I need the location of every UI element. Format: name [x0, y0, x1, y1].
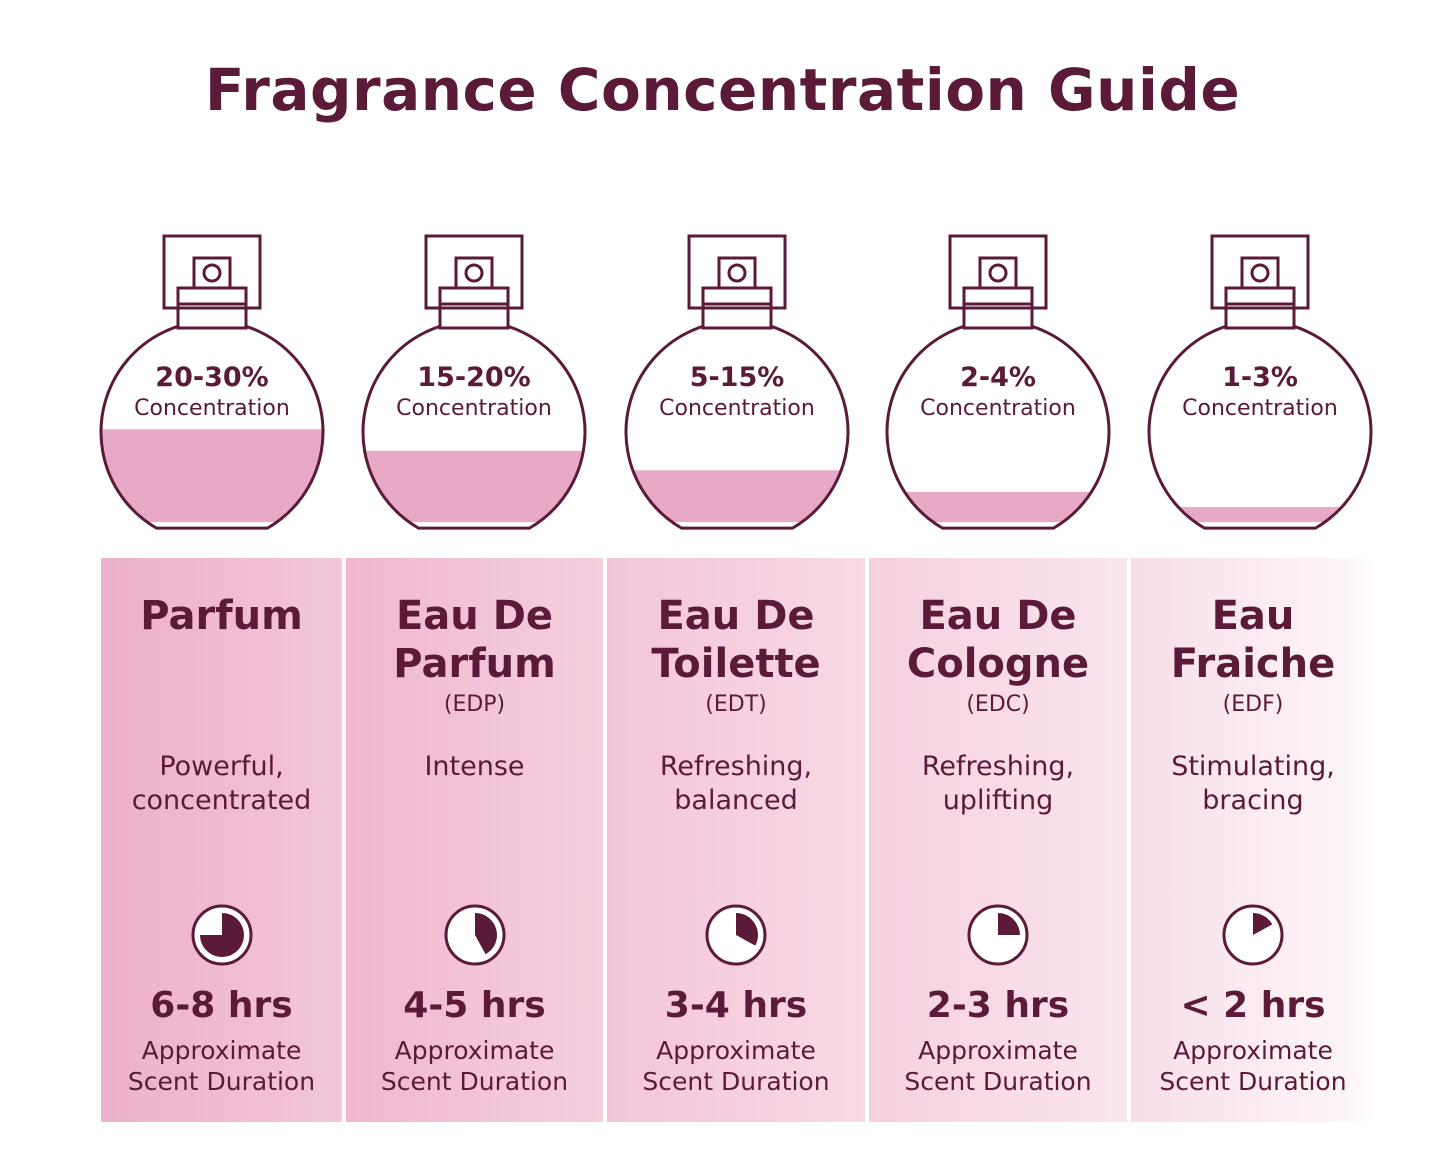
fragrance-name: Eau De Cologne: [906, 593, 1090, 687]
liquid-fill: [101, 429, 324, 523]
fragrance-description: Refreshing, balanced: [659, 751, 813, 816]
perfume-bottle-icon: [361, 234, 587, 530]
liquid-fill: [363, 450, 586, 523]
concentration-label: Concentration: [659, 396, 815, 421]
duration-wedge: [736, 913, 758, 946]
column-eau-de-cologne: Eau De Cologne (EDC) Refreshing, uplifti…: [869, 558, 1127, 1122]
scent-duration-label: Approximate Scent Duration: [380, 1036, 569, 1096]
fragrance-name: Eau De Toilette: [651, 593, 821, 687]
concentration-percent: 1-3%: [1222, 362, 1298, 393]
fragrance-name: Parfum: [140, 593, 303, 639]
fragrance-name: Eau De Parfum: [393, 593, 556, 687]
bottle-cap: [1210, 234, 1310, 310]
bottle-cap: [687, 234, 787, 310]
bottle-body: [1147, 319, 1373, 530]
bottle-eau-de-cologne: 2-4% Concentration: [878, 232, 1118, 530]
bottle-eau-de-parfum: 15-20% Concentration: [354, 232, 594, 530]
concentration-percent: 20-30%: [155, 362, 269, 393]
column-eau-de-parfum: Eau De Parfum (EDP) Intense 4-5 hrs Appr…: [346, 558, 603, 1122]
clock-three-quarters-icon: [191, 904, 252, 966]
perfume-bottle-icon: [1147, 234, 1373, 530]
concentration-label: Concentration: [920, 396, 1076, 421]
liquid-fill: [626, 470, 849, 523]
scent-duration-label: Approximate Scent Duration: [127, 1036, 316, 1096]
liquid-fill: [887, 491, 1110, 523]
concentration-percent: 15-20%: [417, 362, 531, 393]
duration-wedge: [1253, 913, 1273, 935]
page-title: Fragrance Concentration Guide: [204, 56, 1241, 124]
fragrance-description: Refreshing, uplifting: [921, 751, 1075, 816]
scent-duration-label: Approximate Scent Duration: [1159, 1036, 1347, 1096]
bottle-eau-fraiche: 1-3% Concentration: [1140, 232, 1380, 530]
concentration-label: Concentration: [134, 396, 290, 421]
concentration-label: Concentration: [396, 396, 552, 421]
fragrance-name: Eau Fraiche: [1170, 593, 1336, 687]
clock-quarter-icon: [967, 904, 1029, 966]
duration-wedge: [199, 913, 244, 957]
column-eau-fraiche: Eau Fraiche (EDF) Stimulating, bracing <…: [1131, 558, 1375, 1122]
concentration-label: Concentration: [1182, 396, 1338, 421]
scent-duration: 2-3 hrs: [926, 985, 1070, 1026]
column-eau-de-toilette: Eau De Toilette (EDT) Refreshing, balanc…: [607, 558, 865, 1122]
scent-duration-label: Approximate Scent Duration: [904, 1036, 1092, 1096]
column-parfum: Parfum Powerful, concentrated 6-8 hrs Ap…: [101, 558, 342, 1122]
fragrance-description: Powerful, concentrated: [131, 751, 312, 816]
duration-wedge: [998, 913, 1020, 935]
clock-third-icon: [705, 904, 767, 966]
fragrance-abbreviation: (EDP): [443, 692, 506, 717]
fragrance-description: Stimulating, bracing: [1171, 751, 1335, 816]
clock-sixth-icon: [1222, 904, 1284, 966]
scent-duration-label: Approximate Scent Duration: [642, 1036, 830, 1096]
concentration-percent: 5-15%: [689, 362, 785, 393]
perfume-bottle-icon: [885, 234, 1111, 530]
scent-duration: 3-4 hrs: [664, 985, 808, 1026]
bottle-parfum: 20-30% Concentration: [92, 232, 332, 530]
clock-five-twelfths-icon: [444, 904, 505, 966]
fragrance-abbreviation: (EDC): [966, 692, 1030, 717]
concentration-percent: 2-4%: [960, 362, 1036, 393]
fragrance-abbreviation: (EDF): [1222, 692, 1284, 717]
scent-duration: < 2 hrs: [1180, 985, 1326, 1026]
bottle-eau-de-toilette: 5-15% Concentration: [617, 232, 857, 530]
perfume-bottle-icon: [99, 234, 325, 530]
fragrance-abbreviation: (EDT): [705, 692, 767, 717]
scent-duration: 6-8 hrs: [150, 985, 293, 1026]
perfume-bottle-icon: [624, 234, 850, 530]
liquid-fill: [1149, 507, 1372, 523]
bottle-cap: [424, 234, 524, 310]
bottle-cap: [948, 234, 1048, 310]
scent-duration: 4-5 hrs: [403, 985, 546, 1026]
bottle-cap: [162, 234, 262, 310]
duration-wedge: [474, 913, 497, 955]
fragrance-description: Intense: [424, 751, 525, 782]
